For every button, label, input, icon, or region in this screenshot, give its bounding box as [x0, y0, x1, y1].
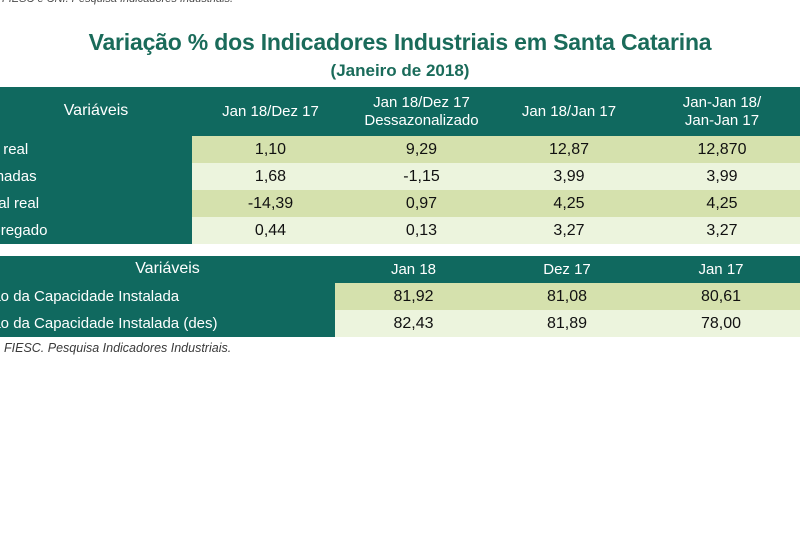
table1-row3-label-text: Massa salarial real	[0, 195, 40, 212]
source-footnote: FIESC. Pesquisa Indicadores Industriais.	[4, 341, 232, 355]
table1-row4-label-text: Pessoal empregado	[0, 222, 48, 239]
table2-header-variaveis: Variáveis	[0, 256, 335, 283]
table1-header-col2: Jan 18/Dez 17	[192, 87, 349, 136]
table1-row4-col2: 0,44	[192, 217, 349, 244]
table1-header-variaveis: Variáveis	[0, 87, 192, 136]
capacity-utilization-table: Variáveis Jan 18 Dez 17 Jan 17 Utilizaçã…	[0, 256, 800, 337]
table2-row1-col3: 81,08	[492, 283, 642, 310]
table1-row3-col4: 4,25	[494, 190, 644, 217]
table1-row4-label: Pessoal empregado	[0, 217, 192, 244]
table1-header-col5-line2: Jan-Jan 17	[684, 111, 760, 129]
table1-row1-label-text: Faturamento real	[0, 141, 29, 158]
table-row: Utilização da Capacidade Instalada 81,92…	[0, 283, 800, 310]
table2-row2-col2: 82,43	[335, 310, 492, 337]
table1-row1-col2: 1,10	[192, 136, 349, 163]
table1-row3-col3: 0,97	[349, 190, 494, 217]
table1-header-col5-line1: Jan-Jan 18/	[682, 94, 762, 112]
indicators-variation-table: Variáveis Jan 18/Dez 17 Jan 18/Dez 17 De…	[0, 87, 800, 244]
table1-row2-col5: 3,99	[644, 163, 800, 190]
table1-row4-col5: 3,27	[644, 217, 800, 244]
table2-header-col2: Jan 18	[335, 256, 492, 283]
table1-row2-col3: -1,15	[349, 163, 494, 190]
table2-row1-label: Utilização da Capacidade Instalada	[0, 283, 335, 310]
table1-header-row: Variáveis Jan 18/Dez 17 Jan 18/Dez 17 De…	[0, 87, 800, 136]
table2-header-row: Variáveis Jan 18 Dez 17 Jan 17	[0, 256, 800, 283]
top-caption-text: FIESC e CNI. Pesquisa Indicadores Indust…	[0, 0, 800, 6]
table1-header-col5: Jan-Jan 18/ Jan-Jan 17	[644, 87, 800, 136]
table1-row3-col5: 4,25	[644, 190, 800, 217]
table1-row1-col4: 12,87	[494, 136, 644, 163]
table1-row1-col3: 9,29	[349, 136, 494, 163]
table2-row1-label-text: Utilização da Capacidade Instalada	[0, 288, 180, 305]
table1-row1-col5: 12,870	[644, 136, 800, 163]
table1-row2-col2: 1,68	[192, 163, 349, 190]
table2-header-col3: Dez 17	[492, 256, 642, 283]
table1-row2-label: Horas trabalhadas	[0, 163, 192, 190]
table1-header-col3-line2: Dessazonalizado	[364, 111, 479, 129]
table1-header-col3: Jan 18/Dez 17 Dessazonalizado	[349, 87, 494, 136]
table-row: Faturamento real 1,10 9,29 12,87 12,870	[0, 136, 800, 163]
page-title: Variação % dos Indicadores Industriais e…	[88, 29, 712, 55]
table-row: Horas trabalhadas 1,68 -1,15 3,99 3,99	[0, 163, 800, 190]
table-row: Utilização da Capacidade Instalada (des)…	[0, 310, 800, 337]
table1-row3-col2: -14,39	[192, 190, 349, 217]
page-subtitle: (Janeiro de 2018)	[330, 61, 470, 80]
table2-row2-col4: 78,00	[642, 310, 800, 337]
top-caption-strip: FIESC e CNI. Pesquisa Indicadores Indust…	[0, 0, 800, 6]
table1-row1-label: Faturamento real	[0, 136, 192, 163]
table2-row2-label-text: Utilização da Capacidade Instalada (des)	[0, 315, 218, 332]
table2-row1-col2: 81,92	[335, 283, 492, 310]
table2-header-col4: Jan 17	[642, 256, 800, 283]
table2-row2-label: Utilização da Capacidade Instalada (des)	[0, 310, 335, 337]
table2-row1-col4: 80,61	[642, 283, 800, 310]
table2-row2-col3: 81,89	[492, 310, 642, 337]
table-row: Massa salarial real -14,39 0,97 4,25 4,2…	[0, 190, 800, 217]
table1-header-col4: Jan 18/Jan 17	[494, 87, 644, 136]
table1-row2-col4: 3,99	[494, 163, 644, 190]
table1-row2-label-text: Horas trabalhadas	[0, 168, 37, 185]
table1-row4-col4: 3,27	[494, 217, 644, 244]
table-row: Pessoal empregado 0,44 0,13 3,27 3,27	[0, 217, 800, 244]
table1-header-col3-line1: Jan 18/Dez 17	[373, 94, 470, 112]
table1-row4-col3: 0,13	[349, 217, 494, 244]
table1-row3-label: Massa salarial real	[0, 190, 192, 217]
